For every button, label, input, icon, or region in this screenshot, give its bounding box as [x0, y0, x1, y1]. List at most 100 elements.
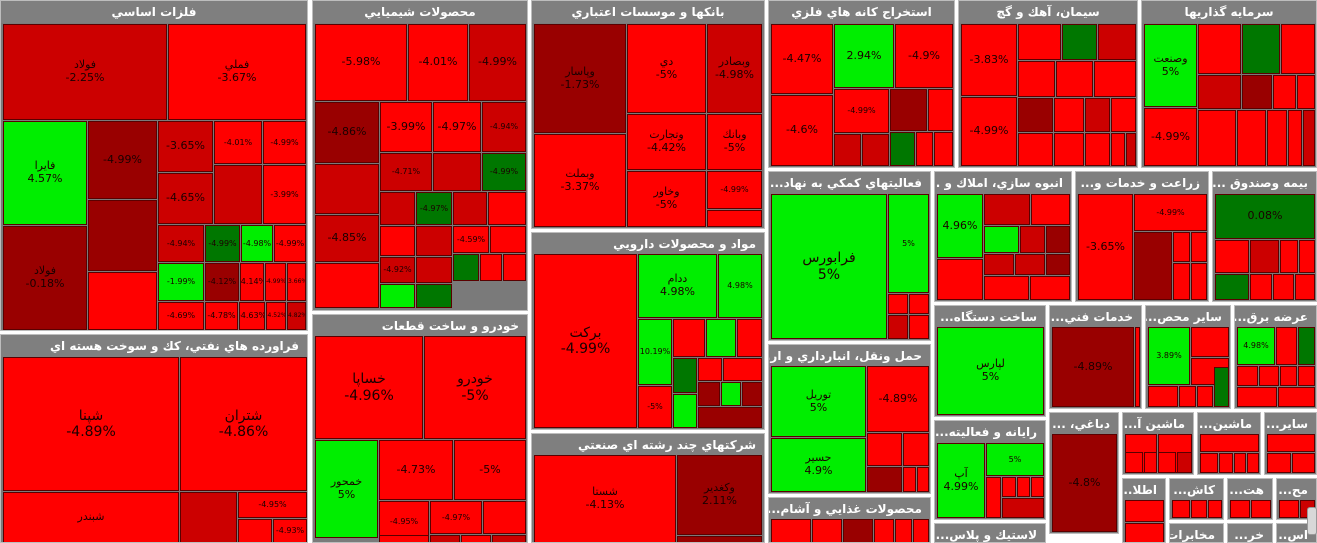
stock-tile[interactable]: [1237, 366, 1258, 386]
stock-tile[interactable]: -4.94%: [158, 225, 204, 262]
stock-tile[interactable]: -4.8%: [1052, 434, 1117, 532]
stock-tile[interactable]: [380, 284, 415, 308]
stock-tile[interactable]: [1020, 226, 1045, 253]
stock-tile[interactable]: [492, 535, 526, 542]
stock-tile[interactable]: [490, 226, 526, 253]
stock-tile[interactable]: [742, 382, 762, 406]
sector-title[interactable]: شركتهاي چند رشته اي صنعتي: [532, 434, 764, 456]
stock-tile[interactable]: -4.99%: [88, 121, 157, 199]
sector-title[interactable]: محصولات غذايي و آشام...: [769, 498, 930, 520]
stock-tile[interactable]: [1280, 240, 1298, 273]
stock-tile[interactable]: [909, 315, 929, 339]
stock-tile[interactable]: [1280, 366, 1297, 386]
stock-tile[interactable]: [1303, 110, 1315, 166]
stock-tile[interactable]: [430, 535, 460, 542]
sector-title[interactable]: ساخت دستگاه...: [935, 306, 1045, 328]
stock-tile[interactable]: وپاسار -1.73%: [534, 24, 626, 133]
stock-tile[interactable]: [1148, 386, 1178, 407]
stock-tile[interactable]: [1191, 232, 1207, 262]
stock-tile[interactable]: [315, 164, 379, 214]
stock-tile[interactable]: -4.99%: [1144, 108, 1197, 166]
stock-tile[interactable]: [1273, 274, 1294, 300]
stock-tile[interactable]: -4.52%: [266, 302, 286, 330]
stock-tile[interactable]: -4.99%: [469, 24, 526, 101]
stock-tile[interactable]: [1267, 453, 1291, 473]
stock-tile[interactable]: [453, 192, 487, 225]
stock-tile[interactable]: [984, 194, 1030, 225]
sector-title[interactable]: حمل ونقل، انبارداري و ار...: [769, 345, 930, 367]
stock-tile[interactable]: -4.59%: [453, 226, 489, 253]
stock-tile[interactable]: -4.89%: [867, 366, 929, 432]
stock-tile[interactable]: [1173, 263, 1190, 300]
stock-tile[interactable]: [1054, 98, 1084, 132]
stock-tile[interactable]: -4.94%: [482, 102, 526, 152]
stock-tile[interactable]: [673, 394, 697, 428]
sector-title[interactable]: اس...: [1277, 524, 1316, 542]
stock-tile[interactable]: -4.89%: [1052, 327, 1134, 407]
stock-tile[interactable]: [1125, 452, 1143, 473]
stock-tile[interactable]: -4.86%: [315, 102, 379, 163]
stock-tile[interactable]: 4.98%: [1237, 327, 1275, 365]
stock-tile[interactable]: [771, 519, 811, 542]
stock-tile[interactable]: وتجارت -4.42%: [627, 114, 706, 170]
sector-title[interactable]: ساير...: [1265, 413, 1316, 435]
stock-tile[interactable]: 5%: [888, 194, 929, 293]
stock-tile[interactable]: [706, 319, 736, 357]
stock-tile[interactable]: [984, 254, 1014, 275]
stock-tile[interactable]: [1177, 452, 1192, 473]
stock-tile[interactable]: [315, 263, 379, 308]
stock-tile[interactable]: -4.9%: [895, 24, 953, 88]
sector-title[interactable]: دباغي، ...: [1050, 413, 1118, 435]
stock-tile[interactable]: وبانك -5%: [707, 114, 762, 170]
stock-tile[interactable]: وخاور -5%: [627, 171, 706, 227]
stock-tile[interactable]: [1297, 75, 1315, 109]
stock-tile[interactable]: [1134, 232, 1172, 300]
stock-tile[interactable]: فولاد -0.18%: [3, 226, 87, 330]
stock-tile[interactable]: [903, 433, 929, 466]
stock-tile[interactable]: [1111, 133, 1125, 166]
stock-tile[interactable]: -4.01%: [214, 121, 262, 164]
stock-tile[interactable]: [1030, 276, 1070, 300]
stock-tile[interactable]: [937, 259, 983, 300]
stock-tile[interactable]: -4.99%: [1134, 194, 1207, 231]
stock-tile[interactable]: [1173, 232, 1190, 262]
stock-tile[interactable]: [673, 319, 705, 357]
stock-tile[interactable]: -3.99%: [380, 102, 432, 152]
stock-tile[interactable]: -4.99%: [274, 225, 306, 262]
sector-title[interactable]: انبوه سازي، املاك و ...: [935, 172, 1071, 194]
stock-tile[interactable]: وبملت -3.37%: [534, 134, 626, 227]
stock-tile[interactable]: لپارس 5%: [937, 327, 1044, 415]
stock-tile[interactable]: آپ 4.99%: [937, 443, 985, 518]
stock-tile[interactable]: شبندر: [3, 492, 179, 542]
stock-tile[interactable]: [1085, 133, 1110, 166]
stock-tile[interactable]: -4.99%: [482, 153, 526, 191]
stock-tile[interactable]: -4.99%: [263, 121, 306, 164]
stock-tile[interactable]: [723, 358, 762, 381]
stock-tile[interactable]: -4.63%: [239, 302, 265, 330]
stock-tile[interactable]: -4.99%: [265, 263, 286, 301]
stock-tile[interactable]: [1002, 477, 1016, 497]
stock-tile[interactable]: [737, 319, 762, 357]
stock-tile[interactable]: خساپا -4.96%: [315, 336, 423, 439]
stock-tile[interactable]: -4.97%: [430, 501, 482, 534]
stock-tile[interactable]: [928, 89, 953, 131]
stock-tile[interactable]: وصنعت 5%: [1144, 24, 1197, 107]
stock-tile[interactable]: [380, 226, 415, 256]
stock-tile[interactable]: [1267, 434, 1315, 452]
stock-tile[interactable]: بركت -4.99%: [534, 254, 637, 428]
stock-tile[interactable]: [1281, 24, 1315, 74]
stock-tile[interactable]: فملي -3.67%: [168, 24, 306, 120]
stock-tile[interactable]: [1198, 75, 1241, 109]
stock-tile[interactable]: [416, 284, 452, 308]
sector-title[interactable]: فراورده هاي نفتي، كك و سوخت هسته اي: [1, 335, 307, 357]
stock-tile[interactable]: -3.65%: [158, 121, 213, 172]
stock-tile[interactable]: [721, 382, 741, 406]
stock-tile[interactable]: [984, 226, 1019, 253]
stock-tile[interactable]: شپنا -4.89%: [3, 357, 179, 491]
stock-tile[interactable]: [1191, 327, 1229, 357]
stock-tile[interactable]: [1158, 452, 1176, 473]
stock-tile[interactable]: [874, 519, 894, 542]
sector-title[interactable]: خر...: [1228, 524, 1272, 542]
stock-tile[interactable]: [1279, 500, 1299, 518]
stock-tile[interactable]: -4.73%: [379, 440, 453, 500]
